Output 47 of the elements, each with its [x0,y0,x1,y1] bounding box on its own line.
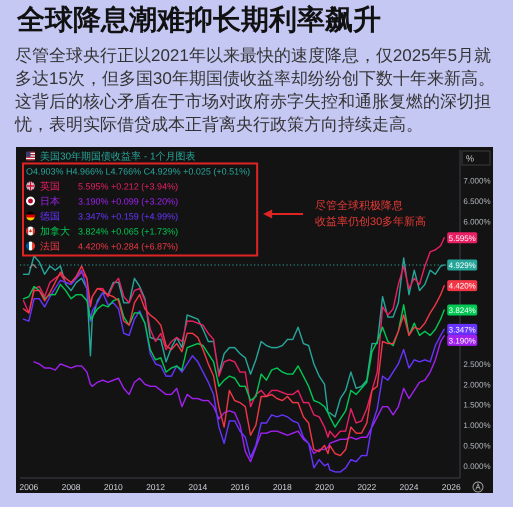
text: 德国 [40,212,60,222]
annotation: 收益率仍创30多年新高 [315,215,426,228]
annotation: 3.347% +0.159 (+4.99%) [78,212,178,222]
x-tick-label: 2010 [104,482,124,492]
data-label: 3.347% [448,325,476,334]
y-tick-label: 1.000% [463,421,491,430]
annotation: 3.824% +0.065 (+1.73%) [78,226,178,236]
y-tick-label: 6.500% [463,196,491,206]
x-tick-label: 2022 [357,482,377,492]
annotation: 尽管全球积极降息 [315,199,403,212]
data-label: 3.824% [448,306,476,315]
annotation: 4.420% +0.284 (+6.87%) [78,242,178,252]
x-tick-label: 2018 [272,482,292,492]
text: 日本 [40,196,60,208]
x-tick-label: 2020 [315,482,334,492]
annotation: 5.595% +0.212 (+3.94%) [78,182,178,192]
y-tick-label: 1.500% [463,400,491,410]
x-tick-label: 2016 [230,482,250,492]
y-axis-title: % [466,154,474,164]
x-tick-label: 2026 [442,482,461,492]
y-tick-label: 6.000% [463,217,491,226]
data-label: 5.595% [448,234,476,243]
annotation: 3.190% +0.099 (+3.20%) [78,196,178,206]
chart-subtitle: 尽管全球央行正以2021年以来最快的速度降息，仅2025年5月就多达15次，但多国30年期国债收益率却纷纷创下数十年来新高。这背后的核心矛盾在于市场对政府赤字失控和通胀复燃的深切担忧，表明实际借贷成本正背离央行政策方向持续走高。 [15,45,496,136]
text: 美国30年期国债收益率 - 1个月图表 [40,150,196,162]
data-label: 4.420% [448,282,476,291]
text: 加拿大 [40,226,70,238]
line-series [22,237,445,438]
data-label: 4.929% [448,260,476,270]
y-tick-label: 7.000% [463,176,491,186]
y-tick-label: 0.500% [463,441,491,450]
chart-title: 全球降息潮难抑长期利率飙升 [17,3,381,37]
y-tick-label: 0.000% [463,462,491,471]
x-tick-label: 2008 [62,482,81,492]
y-tick-label: 2.000% [463,380,491,390]
data-label: 3.190% [448,336,476,346]
x-tick-label: 2012 [146,482,166,492]
annotation: O4.903% H4.966% L4.766% C4.929% +0.025 (+0.51%) [26,166,250,176]
line-series [22,255,445,418]
x-tick-label: 2006 [19,482,39,492]
x-tick-label: 2014 [188,482,208,492]
x-tick-label: 2024 [400,482,419,492]
y-tick-label: 2.500% [463,360,491,369]
text: 英国 [40,180,60,192]
line-series [22,284,445,428]
legend-label: 法国 [40,240,60,252]
line-series [33,335,445,462]
